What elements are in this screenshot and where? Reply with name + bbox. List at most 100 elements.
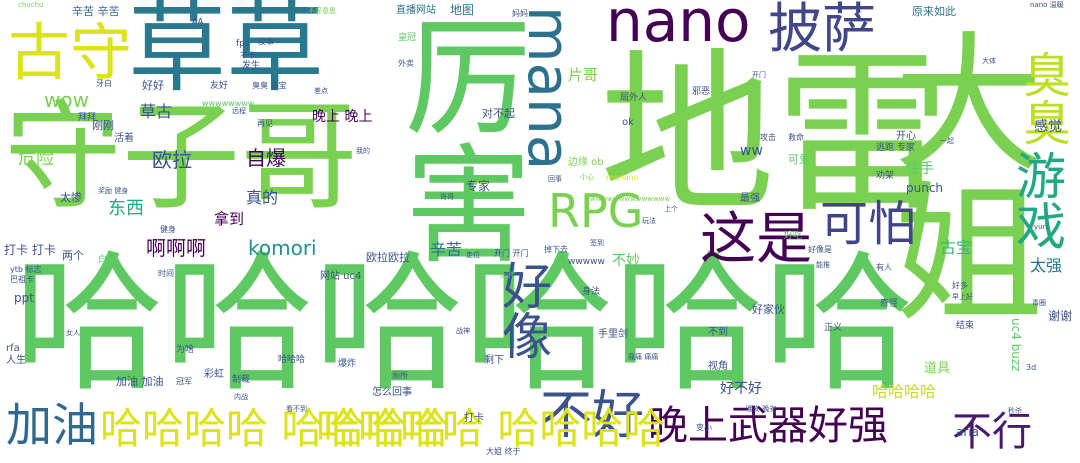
word: mana — [515, 6, 583, 171]
word: 哈哈哈哈 — [872, 382, 937, 401]
word: 太强 — [1030, 256, 1063, 275]
word: 救命 — [788, 133, 804, 142]
word: 劝架 — [876, 171, 895, 181]
word: fps — [236, 39, 250, 49]
word: 辛苦 — [430, 240, 463, 259]
word: 3d — [1026, 363, 1037, 372]
word: 对不起 — [482, 107, 515, 120]
word: 不到 — [708, 327, 728, 338]
word: 好家伙 — [752, 303, 785, 316]
word: 毒圈 — [1032, 299, 1046, 307]
word: 好吃 — [784, 231, 803, 241]
word: wwwww — [568, 257, 605, 267]
word: 战神 — [456, 327, 470, 335]
word: 远程 — [232, 107, 246, 115]
word: 爆炸 — [338, 359, 357, 369]
word: 白给 — [98, 255, 117, 265]
word: ok — [622, 117, 634, 128]
word: 结束 — [956, 321, 975, 331]
word: 视角 — [708, 361, 728, 372]
word: 真的 — [246, 188, 279, 207]
word: 加油 加油 — [116, 375, 164, 388]
word: 不卡 — [240, 51, 256, 60]
word: 有人 — [876, 263, 892, 272]
word: 地雷 — [600, 34, 950, 237]
word: 打卡 — [464, 413, 484, 424]
word: 晚安 晚安 — [746, 405, 777, 413]
word: 打卡 打卡 — [4, 243, 56, 257]
word: 巴祖卡 — [10, 275, 34, 284]
word: 游戏 — [1008, 150, 1066, 250]
word: 没事 — [258, 37, 274, 46]
word: 拜拜 — [78, 113, 97, 123]
word: 走位 — [466, 251, 480, 259]
word: 开门 开门 — [494, 249, 529, 258]
word: 攻击 — [760, 133, 776, 142]
word: 局外人 — [620, 93, 648, 103]
word: 片哥 — [568, 66, 599, 84]
word: 回事 — [548, 175, 562, 183]
word: ytb 标志 — [10, 265, 42, 274]
word: 时间 — [158, 269, 174, 278]
word: ww — [740, 143, 763, 159]
word: 签到 — [590, 239, 604, 247]
word: 草古 — [140, 102, 173, 121]
word: 哈哈哈哈哈哈 — [14, 238, 915, 412]
word: 友好 — [210, 81, 229, 91]
word: 最强 — [740, 193, 760, 204]
word: 妈妈 — [512, 9, 528, 18]
word: 逃跑 专家 — [876, 143, 915, 153]
word: 变小 — [696, 423, 712, 432]
word: 哈哈哈 — [278, 355, 306, 365]
word: 哈哈哈哈 哈哈哈哈 — [100, 404, 450, 453]
word: 小心 — [580, 173, 594, 181]
word: 臭臭 古宝 — [252, 81, 287, 90]
word: 奖励 健身 — [98, 187, 129, 195]
word: 秒杀 — [1008, 407, 1022, 415]
word: nano 温暖 — [1030, 1, 1064, 9]
word: 辛苦 辛苦 — [72, 5, 120, 18]
word: 加油 — [6, 398, 98, 452]
word: 一起 — [940, 137, 954, 145]
word: 厕所 — [392, 371, 408, 380]
word: yuri — [1034, 223, 1048, 231]
word: 人生 — [6, 355, 26, 366]
word: 晚上武器好强 — [648, 403, 888, 449]
word: 看不到 — [286, 405, 307, 413]
word: 身法 — [582, 287, 601, 297]
word: 外卖 — [398, 59, 414, 68]
word: RPG — [548, 184, 644, 238]
word: 好不好 — [720, 381, 762, 397]
word: 网站 uc4 — [320, 271, 362, 282]
word: 能推 — [816, 261, 830, 269]
word: 邪恶 — [692, 87, 711, 97]
word: 剩下 — [484, 355, 504, 366]
word: 好好 — [142, 79, 164, 92]
word: 冠军 — [176, 377, 192, 386]
word: 谢谢 — [1048, 309, 1073, 323]
word: 住手 — [906, 161, 934, 177]
word: 啊啊啊 — [146, 236, 206, 260]
word: 不好意思 — [308, 7, 336, 15]
word: 掉下去 — [544, 245, 568, 254]
word: wwwwwwww — [202, 99, 255, 108]
word: manano — [606, 173, 639, 182]
word: 哈哈哈哈 哈哈哈哈 — [316, 404, 666, 453]
word: komori — [248, 236, 317, 260]
word: 健身 — [160, 225, 176, 234]
word: 同传 — [500, 271, 516, 280]
word: 不好 — [540, 386, 645, 446]
word: 可怕 — [820, 196, 917, 252]
word: 危险 — [18, 148, 54, 169]
word: 早上好 — [952, 293, 973, 301]
word: 欧拉 — [152, 148, 192, 172]
word: 牙白 — [96, 79, 112, 88]
word: chuchu — [18, 1, 44, 9]
word: 古宝 — [940, 238, 973, 257]
word: 专家 — [466, 179, 491, 193]
word: 正义 — [824, 323, 843, 333]
word: 怎么回事 — [372, 387, 412, 398]
word: 为啥 — [176, 345, 195, 355]
word: 原来如此 — [912, 5, 956, 18]
